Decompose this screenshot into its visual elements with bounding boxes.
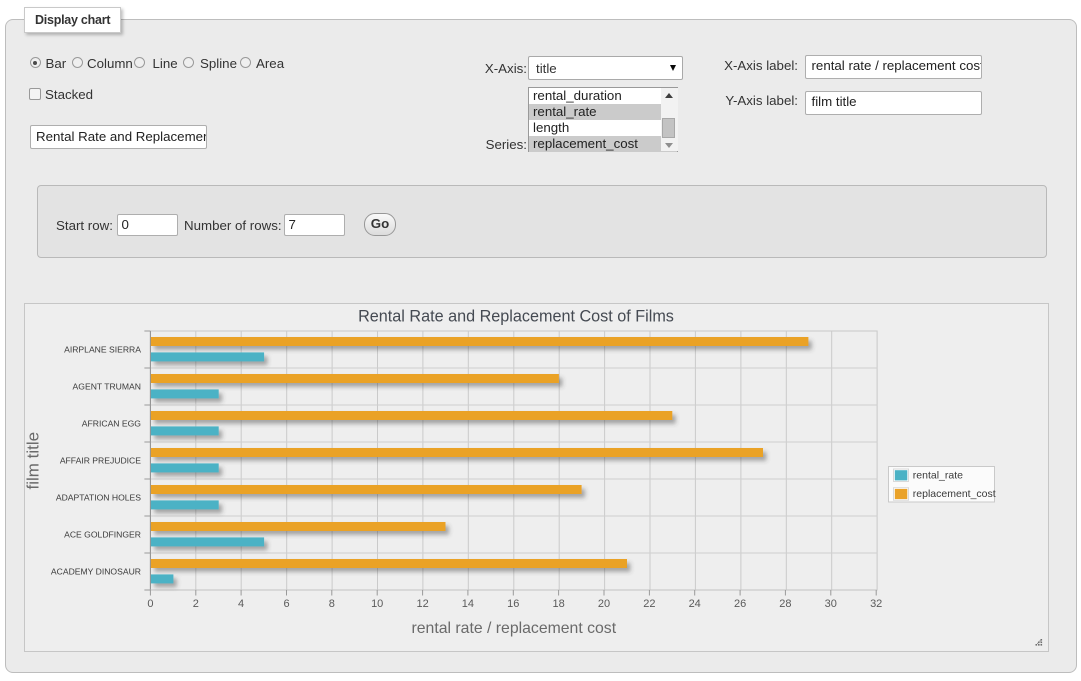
svg-text:6: 6: [283, 598, 289, 610]
svg-text:rental_rate: rental_rate: [913, 470, 963, 482]
svg-text:18: 18: [552, 598, 564, 610]
svg-text:8: 8: [329, 598, 335, 610]
svg-text:ACE GOLDFINGER: ACE GOLDFINGER: [64, 530, 141, 540]
svg-text:24: 24: [689, 598, 701, 610]
svg-text:12: 12: [416, 598, 428, 610]
svg-text:4: 4: [238, 598, 244, 610]
svg-text:replacement_cost: replacement_cost: [913, 488, 996, 500]
svg-text:30: 30: [825, 598, 837, 610]
svg-text:AIRPLANE SIERRA: AIRPLANE SIERRA: [64, 345, 141, 355]
svg-text:22: 22: [643, 598, 655, 610]
svg-text:ACADEMY DINOSAUR: ACADEMY DINOSAUR: [51, 567, 141, 577]
svg-text:AGENT TRUMAN: AGENT TRUMAN: [73, 382, 141, 392]
svg-text:ADAPTATION HOLES: ADAPTATION HOLES: [56, 493, 141, 503]
svg-text:10: 10: [371, 598, 383, 610]
svg-text:16: 16: [507, 598, 519, 610]
svg-text:14: 14: [462, 598, 474, 610]
svg-text:0: 0: [147, 598, 153, 610]
svg-text:AFFAIR PREJUDICE: AFFAIR PREJUDICE: [60, 456, 141, 466]
svg-text:2: 2: [193, 598, 199, 610]
svg-text:20: 20: [598, 598, 610, 610]
svg-text:26: 26: [734, 598, 746, 610]
svg-text:Rental Rate and Replacement Co: Rental Rate and Replacement Cost of Film…: [358, 308, 674, 326]
svg-text:film title: film title: [24, 432, 42, 490]
svg-text:32: 32: [870, 598, 882, 610]
svg-text:rental rate / replacement cost: rental rate / replacement cost: [412, 620, 617, 637]
svg-text:28: 28: [779, 598, 791, 610]
svg-text:AFRICAN EGG: AFRICAN EGG: [82, 419, 142, 429]
